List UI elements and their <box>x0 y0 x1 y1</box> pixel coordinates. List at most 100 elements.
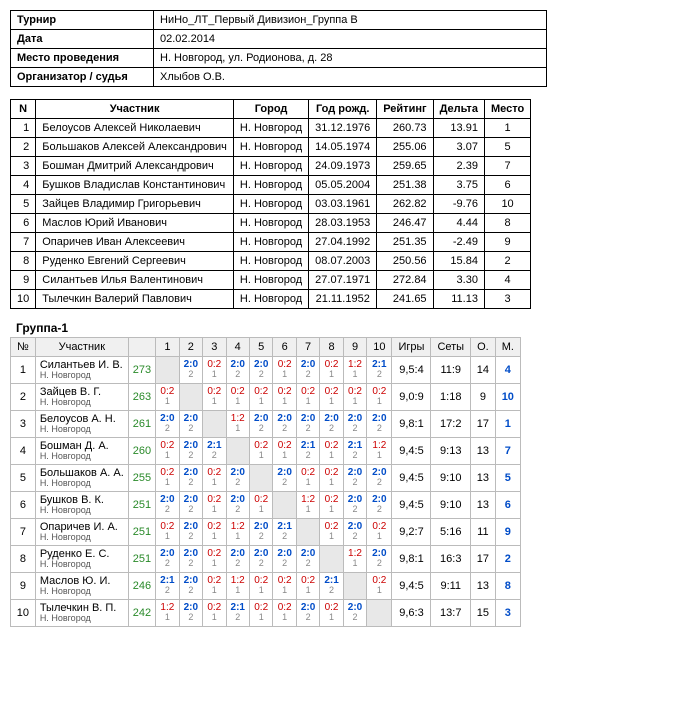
grp-score: 2:02 <box>296 599 319 626</box>
grp-score: 0:21 <box>320 437 343 464</box>
header-label: Место проведения <box>11 49 154 68</box>
grp-diag <box>203 410 226 437</box>
grp-sets: 13:7 <box>431 599 471 626</box>
rating: 262.82 <box>377 195 433 214</box>
grp-col: 5 <box>249 338 272 357</box>
participant-name: Руденко Евгений Сергеевич <box>36 252 234 271</box>
city: Н. Новгород <box>233 252 308 271</box>
grp-pts: 13 <box>471 464 496 491</box>
birth: 27.07.1971 <box>309 271 377 290</box>
grp-score: 0:21 <box>296 572 319 599</box>
grp-place: 8 <box>495 572 520 599</box>
grp-n: 2 <box>11 383 36 410</box>
grp-score: 0:21 <box>273 437 296 464</box>
grp-games: 9,4:5 <box>392 437 431 464</box>
grp-score: 2:02 <box>249 518 272 545</box>
n: 6 <box>11 214 36 233</box>
birth: 28.03.1953 <box>309 214 377 233</box>
col-header: Город <box>233 100 308 119</box>
header-label: Организатор / судья <box>11 68 154 87</box>
grp-diag <box>343 572 366 599</box>
grp-score: 1:21 <box>296 491 319 518</box>
grp-rating: 251 <box>128 518 155 545</box>
grp-score: 1:21 <box>226 410 249 437</box>
participants-table: NУчастникГородГод рожд.РейтингДельтаМест… <box>10 99 531 309</box>
rating: 255.06 <box>377 138 433 157</box>
delta: 13.91 <box>433 119 484 138</box>
grp-score: 2:12 <box>367 357 392 384</box>
birth: 03.03.1961 <box>309 195 377 214</box>
rating: 251.38 <box>377 176 433 195</box>
header-value: Хлыбов О.В. <box>154 68 547 87</box>
grp-games: 9,2:7 <box>392 518 431 545</box>
birth: 24.09.1973 <box>309 157 377 176</box>
birth: 31.12.1976 <box>309 119 377 138</box>
grp-games: 9,5:4 <box>392 357 431 384</box>
city: Н. Новгород <box>233 157 308 176</box>
delta: 3.07 <box>433 138 484 157</box>
grp-n: 10 <box>11 599 36 626</box>
rating: 259.65 <box>377 157 433 176</box>
header-value: 02.02.2014 <box>154 30 547 49</box>
header-value: Н. Новгород, ул. Родионова, д. 28 <box>154 49 547 68</box>
grp-score: 2:12 <box>296 437 319 464</box>
grp-col: 9 <box>343 338 366 357</box>
grp-score: 2:02 <box>296 410 319 437</box>
city: Н. Новгород <box>233 290 308 309</box>
grp-score: 0:21 <box>203 518 226 545</box>
grp-score: 2:02 <box>296 357 319 384</box>
grp-score: 2:02 <box>249 410 272 437</box>
grp-score: 0:21 <box>273 599 296 626</box>
delta: 3.30 <box>433 271 484 290</box>
grp-sets: 1:18 <box>431 383 471 410</box>
grp-pts: 13 <box>471 491 496 518</box>
grp-score: 2:12 <box>226 599 249 626</box>
delta: -9.76 <box>433 195 484 214</box>
grp-n: 3 <box>11 410 36 437</box>
grp-diag <box>249 464 272 491</box>
grp-sets: 9:11 <box>431 572 471 599</box>
delta: 15.84 <box>433 252 484 271</box>
grp-score: 2:02 <box>249 545 272 572</box>
grp-score: 1:21 <box>226 518 249 545</box>
grp-sets: 17:2 <box>431 410 471 437</box>
grp-player: Бошман Д. А.Н. Новгород <box>35 437 128 464</box>
grp-games: 9,4:5 <box>392 572 431 599</box>
participant-name: Бушков Владислав Константинович <box>36 176 234 195</box>
grp-score: 0:21 <box>320 383 343 410</box>
participant-name: Силантьев Илья Валентинович <box>36 271 234 290</box>
city: Н. Новгород <box>233 119 308 138</box>
place: 1 <box>484 119 530 138</box>
grp-score: 2:02 <box>156 410 179 437</box>
participant-name: Бошман Дмитрий Александрович <box>36 157 234 176</box>
grp-score: 2:02 <box>179 491 202 518</box>
grp-score: 0:21 <box>226 383 249 410</box>
city: Н. Новгород <box>233 138 308 157</box>
grp-games: 9,6:3 <box>392 599 431 626</box>
grp-diag <box>320 545 343 572</box>
grp-rating: 273 <box>128 357 155 384</box>
place: 10 <box>484 195 530 214</box>
grp-rating: 246 <box>128 572 155 599</box>
city: Н. Новгород <box>233 176 308 195</box>
grp-col: 4 <box>226 338 249 357</box>
col-header: Место <box>484 100 530 119</box>
header-label: Дата <box>11 30 154 49</box>
grp-score: 2:12 <box>343 437 366 464</box>
grp-score: 2:02 <box>296 545 319 572</box>
city: Н. Новгород <box>233 271 308 290</box>
grp-games: 9,8:1 <box>392 545 431 572</box>
grp-score: 1:21 <box>226 572 249 599</box>
place: 2 <box>484 252 530 271</box>
delta: 4.44 <box>433 214 484 233</box>
grp-score: 0:21 <box>320 599 343 626</box>
grp-place: 9 <box>495 518 520 545</box>
grp-diag <box>226 437 249 464</box>
grp-score: 0:21 <box>203 599 226 626</box>
grp-score: 0:21 <box>249 383 272 410</box>
grp-place: 5 <box>495 464 520 491</box>
grp-pts: 13 <box>471 437 496 464</box>
grp-score: 0:21 <box>156 383 179 410</box>
n: 2 <box>11 138 36 157</box>
grp-games: 9,0:9 <box>392 383 431 410</box>
